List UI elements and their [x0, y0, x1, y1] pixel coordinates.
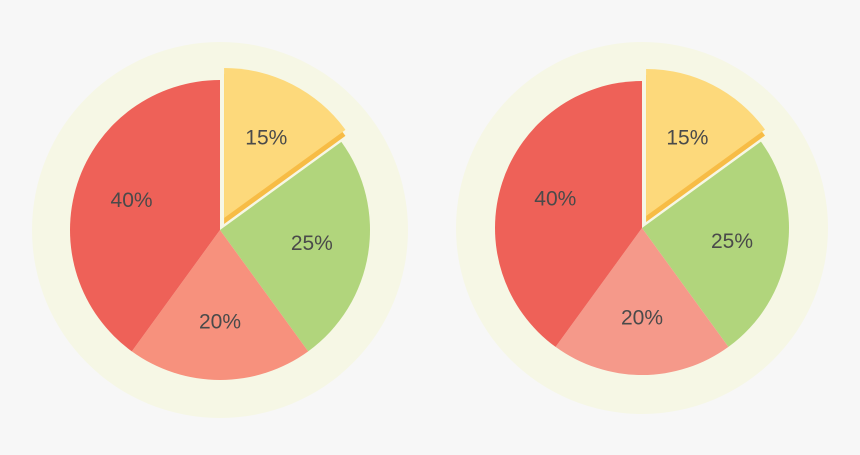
- value-label: 15%: [245, 127, 287, 150]
- slice: [70, 80, 220, 352]
- slice: [646, 68, 766, 216]
- value-label: 15%: [666, 126, 708, 149]
- slice: [555, 228, 729, 375]
- slice: [220, 141, 370, 352]
- value-label: 40%: [534, 187, 576, 210]
- value-label: 25%: [711, 230, 753, 253]
- value-label: 25%: [291, 232, 333, 255]
- slice: [642, 141, 789, 347]
- value-label: 20%: [199, 311, 241, 334]
- slice: [131, 230, 309, 380]
- value-label: 40%: [111, 189, 153, 212]
- slice: [495, 81, 642, 347]
- slice: [224, 67, 346, 218]
- value-label: 20%: [621, 307, 663, 330]
